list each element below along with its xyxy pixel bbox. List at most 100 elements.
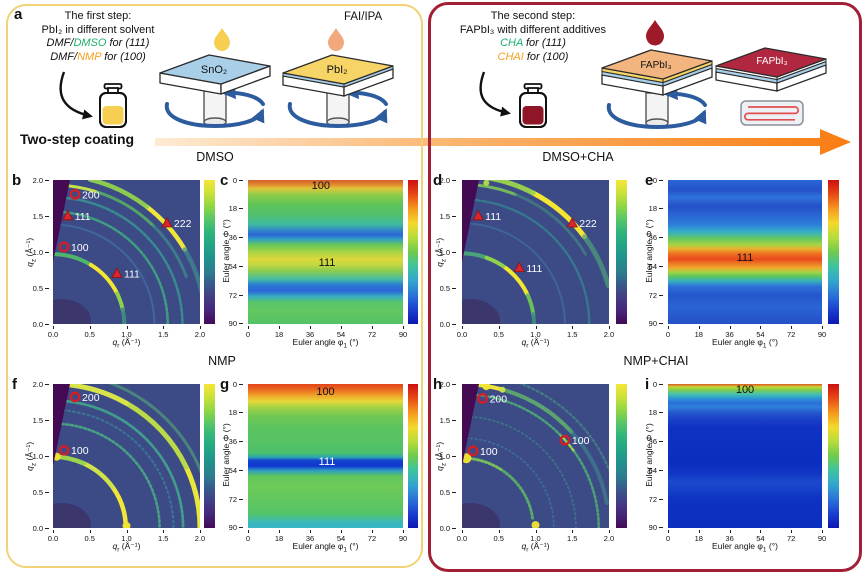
pole-figure-g: 100 111 [248, 384, 403, 528]
tick-label: 0.5 [81, 530, 99, 543]
heating-coil-icon [744, 106, 799, 121]
pointer-arrow-icon [59, 71, 93, 120]
additive-vial [479, 71, 547, 128]
peak-index-label: 100 [735, 384, 755, 397]
tick-label: 0 [653, 176, 664, 185]
panel-letter-a: a [14, 6, 23, 23]
reflection-index-label: 200 [82, 189, 100, 201]
tick-label: 0 [659, 326, 677, 339]
tick-label: 90 [229, 523, 244, 532]
tick-label: 0.0 [44, 326, 62, 339]
colorbar-viridis [616, 180, 627, 324]
x-axis-title: Euler angle φ1 (°) [292, 337, 359, 350]
reflection-index-label: 111 [485, 211, 501, 223]
condition-label-nmp-chai: NMP+CHAI [623, 354, 689, 368]
reflection-index-label: 111 [526, 263, 542, 275]
tick-label: 2.0 [440, 176, 457, 185]
tick-label: 0.5 [440, 488, 457, 497]
tick-label: 0.0 [453, 326, 471, 339]
step1-description: The first step: PbI₂ in different solven… [22, 10, 174, 64]
tick-label: 0 [233, 380, 244, 389]
two-step-coating-label: Two-step coating [20, 131, 135, 147]
tick-label: 54 [229, 466, 244, 475]
y-axis-ticks: 2.0 1.5 1.0 0.5 0.0 [24, 176, 50, 329]
condition-label-dmso-cha: DMSO+CHA [542, 150, 614, 164]
x-axis-title: Euler angle φ1 (°) [712, 337, 778, 350]
y-axis-title: Euler angle Φ (°) [644, 219, 654, 283]
reflection-marker-circle-icon [69, 391, 81, 403]
tick-label: 0.0 [453, 530, 471, 543]
condition-label-dmso: DMSO [196, 150, 234, 164]
tick-label: 18 [690, 530, 708, 543]
tick-label: 0 [653, 380, 664, 389]
spin-coater-sno2: SnO₂ [159, 28, 271, 129]
tick-label: 1.0 [527, 326, 545, 339]
tick-label: 36 [301, 326, 319, 339]
rotation-arrow-icon [287, 102, 388, 129]
reflection-marker-triangle-icon [62, 209, 74, 221]
reflection-index-label: 200 [82, 392, 100, 404]
tick-label: 1.0 [440, 248, 457, 257]
additive-droplet-icon [646, 20, 664, 46]
tick-label: 90 [649, 523, 664, 532]
tick-label: 18 [690, 326, 708, 339]
x-axis-title: qr (Å⁻¹) [521, 337, 550, 350]
step2-line1: The second step: [490, 10, 576, 22]
tick-label: 1.5 [154, 530, 172, 543]
tick-label: 18 [649, 408, 664, 417]
panel-letter-c: c [220, 172, 229, 189]
tick-label: 1.5 [440, 212, 457, 221]
x-axis-ticks: 0.0 0.5 1.0 1.5 2.0 [44, 326, 209, 339]
pbi2-label: PbI₂ [327, 64, 348, 76]
giwaxs-plot-f: 200 100 [53, 384, 200, 528]
reflection-marker-triangle-icon [566, 216, 578, 228]
tick-label: 1.5 [154, 326, 172, 339]
tick-label: 54 [332, 530, 350, 543]
giwaxs-plot-d: 111 222 111 [462, 180, 609, 324]
fai-droplet-icon [328, 28, 344, 51]
peak-index-label: 111 [318, 256, 336, 269]
step1-line1: The first step: [64, 10, 132, 22]
tick-label: 1.5 [33, 416, 50, 425]
step2-line2: FAPbI₃ with different additives [459, 23, 607, 36]
y-axis-ticks: 0 18 36 54 72 90 [214, 176, 244, 329]
tick-label: 54 [649, 262, 664, 271]
tick-label: 36 [721, 530, 739, 543]
giwaxs-plot-b: 200 111 222 100 111 [53, 180, 200, 324]
reflection-marker-triangle-icon [513, 261, 526, 273]
x-axis-ticks: 0.0 0.5 1.0 1.5 2.0 [453, 326, 618, 339]
y-axis-title: qz (Å⁻¹) [434, 237, 448, 267]
y-axis-title: Euler angle Φ (°) [221, 219, 231, 283]
peak-index-label: 111 [736, 252, 754, 265]
tick-label: 18 [270, 530, 288, 543]
step1-line3: DMF/DMSO for (111) [46, 37, 150, 49]
tick-label: 1.0 [440, 452, 457, 461]
peak-index-label: 100 [316, 385, 335, 398]
tick-label: 0.5 [490, 326, 508, 339]
tick-label: 0.0 [44, 530, 62, 543]
spin-coater-fapbi3: FAPbI₃ [601, 20, 713, 130]
step1-line2: PbI₂ in different solvent [41, 23, 155, 36]
tick-label: 90 [394, 530, 412, 543]
tick-label: 72 [229, 291, 244, 300]
rotation-arrow-icon [221, 85, 265, 106]
colorbar-viridis [616, 384, 627, 528]
reflection-index-label: 100 [480, 446, 498, 458]
x-axis-title: qr (Å⁻¹) [112, 541, 141, 554]
tick-label: 0.5 [33, 284, 50, 293]
reflection-marker-triangle-icon [161, 216, 173, 228]
reflection-index-label: 100 [71, 445, 89, 457]
tick-label: 2.0 [33, 176, 50, 185]
y-axis-ticks: 2.0 1.5 1.0 0.5 0.0 [431, 380, 457, 533]
tick-label: 54 [751, 530, 769, 543]
pointer-arrow-icon [479, 71, 511, 117]
y-axis-ticks: 0 18 36 54 72 90 [636, 176, 664, 329]
tick-label: 0.0 [33, 320, 50, 329]
x-axis-ticks: 0 18 36 54 72 90 [239, 326, 412, 339]
y-axis-ticks: 2.0 1.5 1.0 0.5 0.0 [24, 380, 50, 533]
pole-figure-c: 100 111 [248, 180, 403, 324]
panel-letter-b: b [12, 172, 22, 189]
colorbar-jet [828, 384, 839, 528]
